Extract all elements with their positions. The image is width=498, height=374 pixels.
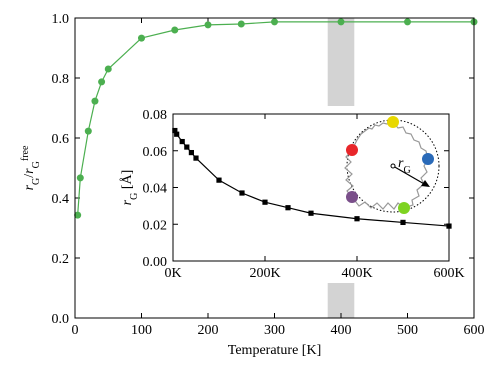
label-part: G <box>31 161 42 168</box>
label-part: r <box>398 156 404 171</box>
y-tick-label: 0.0 <box>52 312 70 327</box>
y-tick-label: 0.2 <box>52 252 70 267</box>
y-tick-label: 0.06 <box>143 145 168 160</box>
x-tick-label: 200 <box>198 323 219 338</box>
point <box>171 26 179 34</box>
plot-frame <box>74 17 475 319</box>
point <box>216 177 222 183</box>
inset-background <box>133 106 461 283</box>
x-tick-label: 300 <box>264 323 285 338</box>
radius-label: rG <box>398 156 411 176</box>
point <box>204 21 212 29</box>
point <box>237 20 245 28</box>
spring <box>392 121 429 160</box>
x-axis-label: Temperature [K] <box>228 343 321 358</box>
x-tick-label: 0K <box>164 266 181 281</box>
label-part: r <box>22 184 37 190</box>
plot-frame <box>172 113 450 262</box>
y-tick-label: 0.08 <box>143 108 168 123</box>
point <box>193 155 199 161</box>
series-line <box>77 21 474 216</box>
point <box>400 219 406 226</box>
spring <box>344 149 354 198</box>
point <box>76 174 84 182</box>
label-part: G <box>31 178 42 185</box>
x-tick-label: 100 <box>131 323 152 338</box>
y-tick-label: 0.02 <box>143 218 168 233</box>
label-part: [Å] <box>119 170 135 193</box>
point <box>174 131 180 137</box>
point <box>179 138 185 145</box>
point <box>285 205 291 211</box>
point <box>98 78 106 86</box>
arrow-head <box>421 180 430 187</box>
point <box>74 211 82 219</box>
point <box>271 18 278 26</box>
radius-arrow <box>392 165 427 186</box>
spring <box>351 121 394 151</box>
point <box>262 199 268 205</box>
point <box>404 18 411 26</box>
polymer-diagram: rG <box>344 116 440 214</box>
y-tick-label: 0.8 <box>52 72 70 87</box>
x-tick-label: 400 <box>331 323 352 338</box>
x-tick-label: 200K <box>249 266 280 281</box>
y-tick-label: 0.4 <box>52 192 70 207</box>
center-point <box>390 163 396 169</box>
label-part: / <box>22 174 37 178</box>
y-tick-label: 0.6 <box>52 132 70 147</box>
spring <box>403 158 429 209</box>
x-tick-label: 600K <box>433 266 464 281</box>
monomer <box>398 202 410 214</box>
y-tick-label: 0.00 <box>143 255 168 270</box>
x-tick-label: 600 <box>464 323 485 338</box>
point <box>104 65 112 73</box>
label-part: G <box>403 165 410 176</box>
point <box>308 210 314 216</box>
monomer <box>422 153 434 165</box>
point <box>172 127 178 134</box>
point <box>188 149 194 156</box>
label-part: free <box>20 145 31 161</box>
spring <box>351 196 405 210</box>
point <box>91 97 99 105</box>
x-tick-label: 400K <box>341 266 372 281</box>
label-part: r <box>120 199 135 205</box>
point <box>337 18 345 26</box>
point <box>354 216 360 222</box>
label-part: G <box>129 193 140 200</box>
monomer <box>346 191 358 203</box>
y-tick-label: 1.0 <box>52 12 70 27</box>
point <box>84 127 92 135</box>
monomer <box>346 144 358 156</box>
y-axis-label: rG/rGfree <box>20 145 42 190</box>
monomer <box>387 116 399 128</box>
x-tick-label: 0 <box>72 323 79 338</box>
x-tick-label: 500 <box>397 323 418 338</box>
y-tick-label: 0.04 <box>143 182 168 197</box>
point <box>239 190 245 196</box>
point <box>138 34 145 42</box>
y-axis-label: rG [Å] <box>119 170 140 206</box>
point <box>184 144 190 150</box>
label-part: r <box>22 168 37 174</box>
